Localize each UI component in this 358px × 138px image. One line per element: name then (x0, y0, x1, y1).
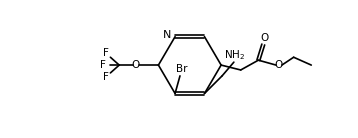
Text: NH$_2$: NH$_2$ (224, 48, 246, 62)
Text: Br: Br (176, 64, 188, 74)
Text: O: O (275, 60, 283, 70)
Text: F: F (103, 48, 108, 58)
Text: O: O (260, 33, 268, 43)
Text: O: O (132, 60, 140, 70)
Text: F: F (103, 72, 108, 82)
Text: N: N (163, 30, 171, 40)
Text: F: F (100, 60, 106, 70)
